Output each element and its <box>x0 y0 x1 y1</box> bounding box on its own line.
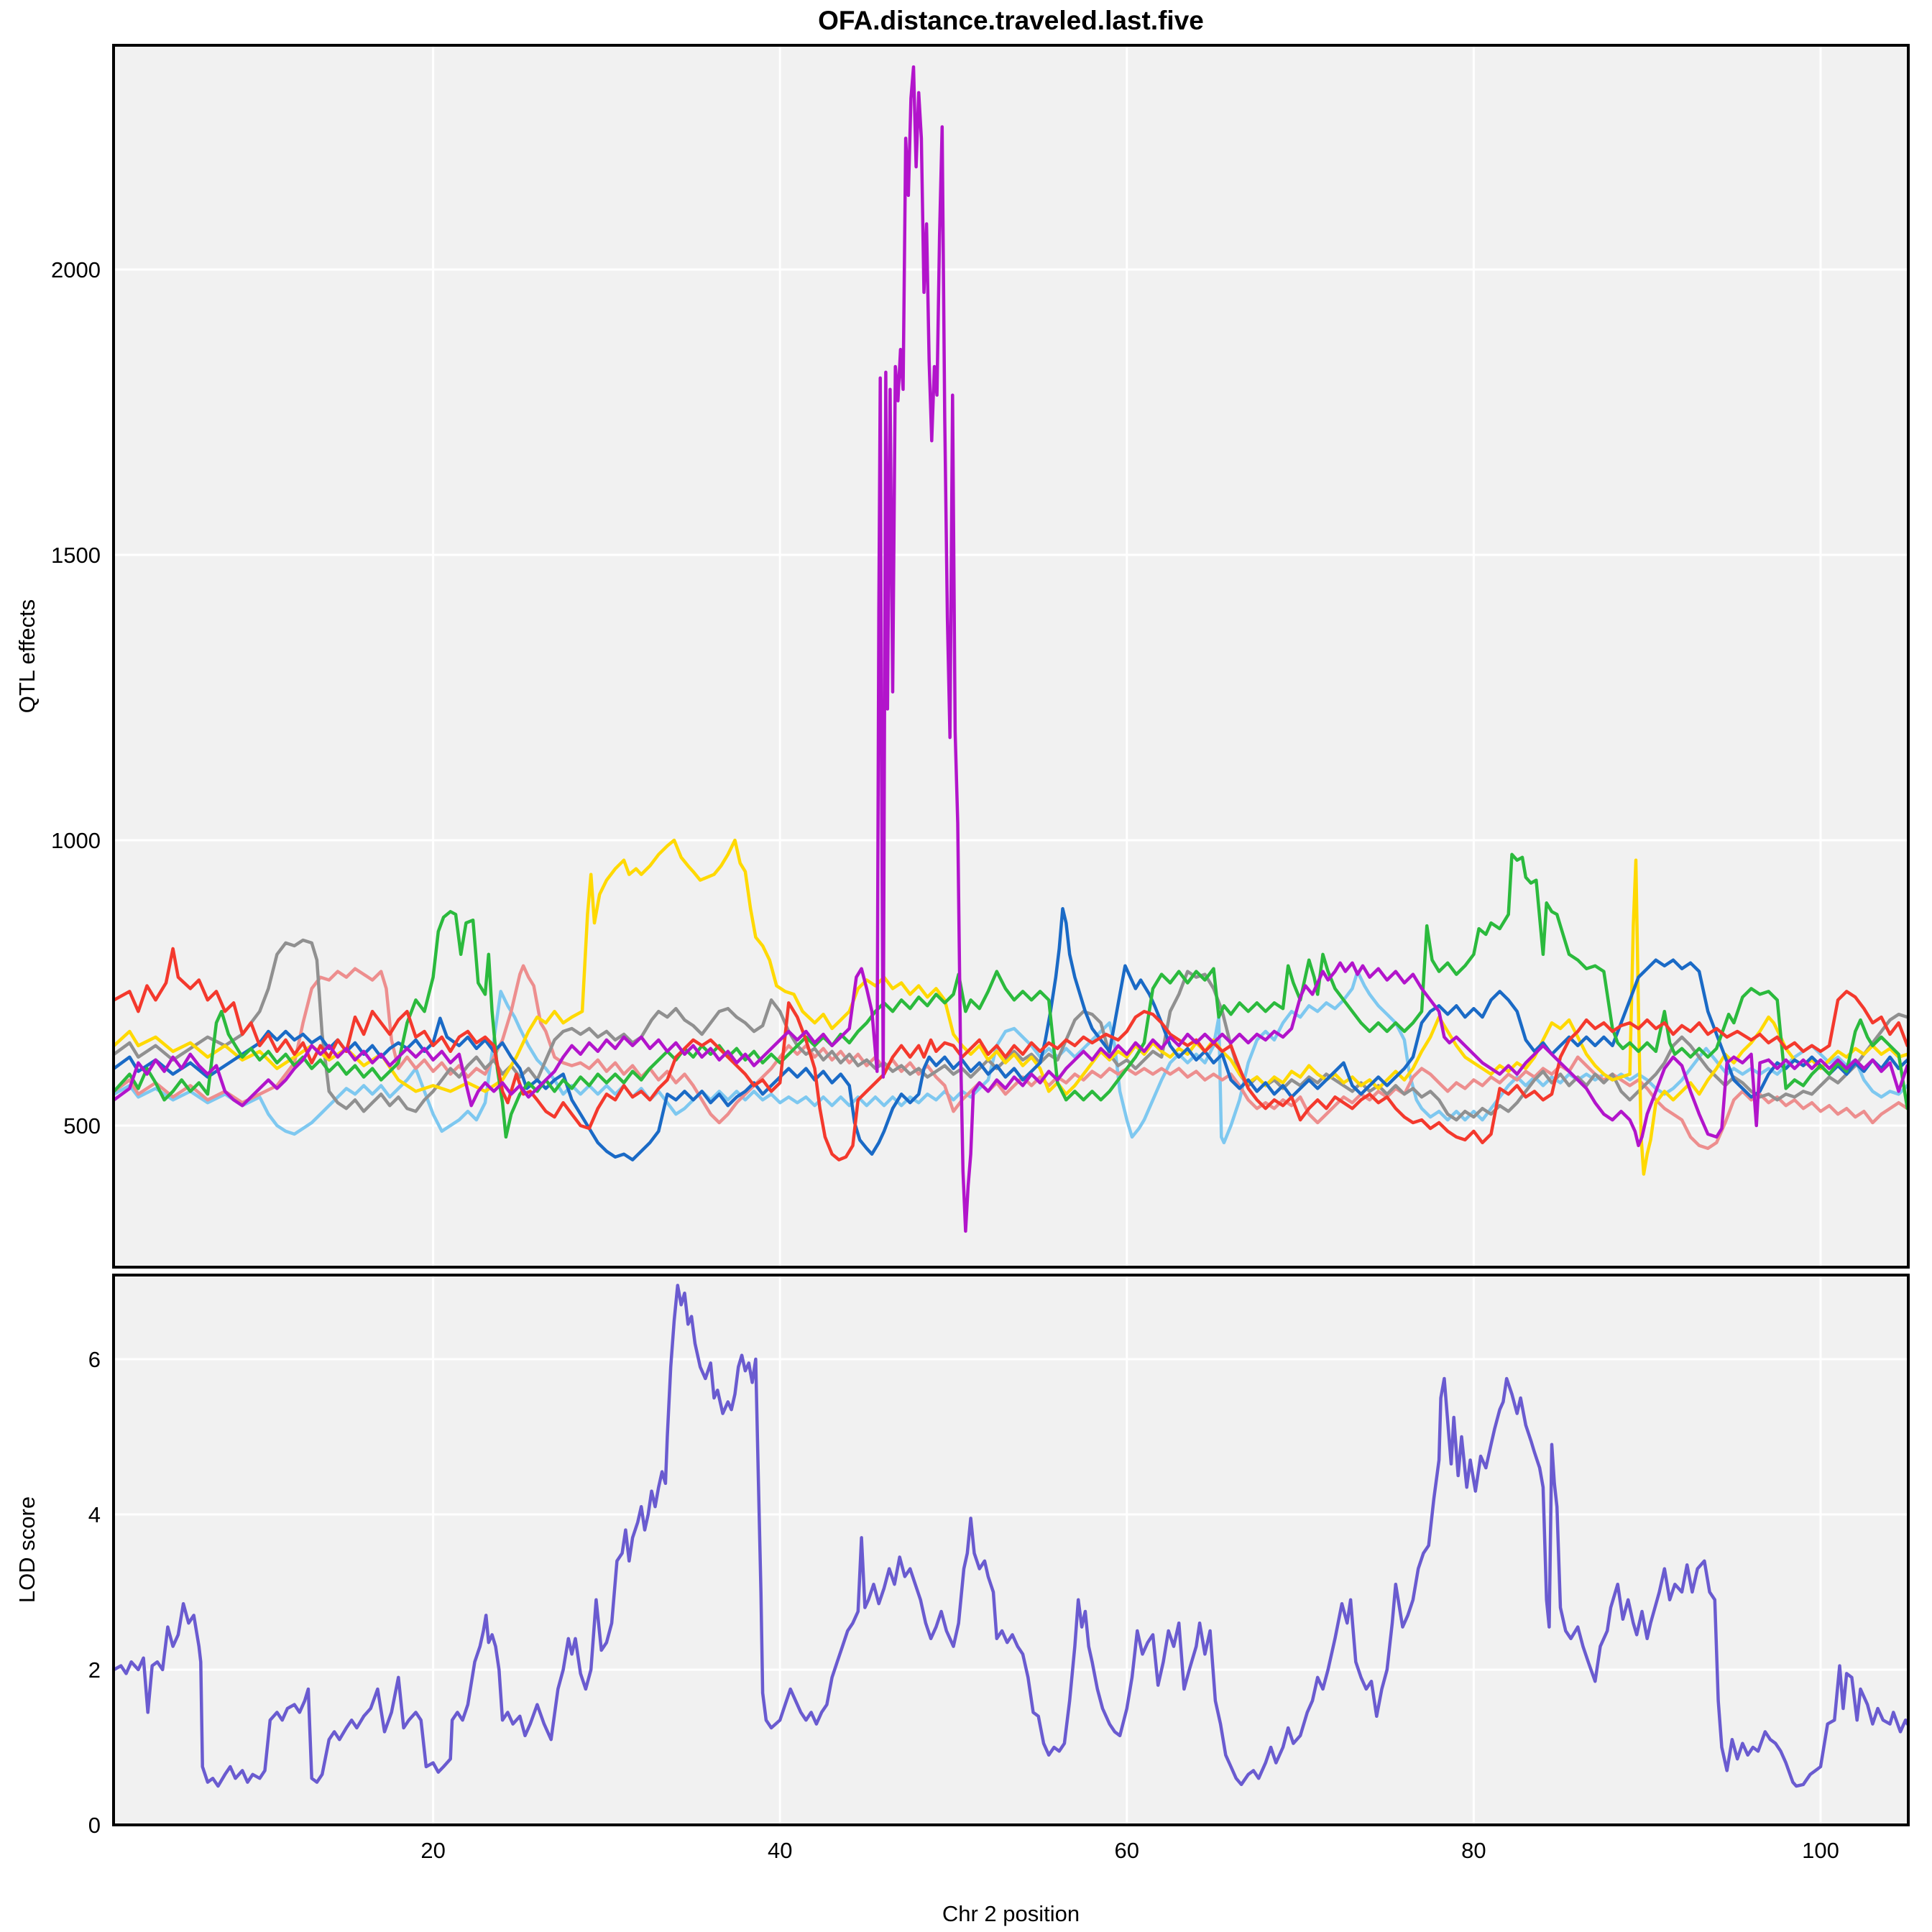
x-tick-20: 20 <box>420 1838 445 1863</box>
y-tick-bottom-2: 2 <box>88 1657 101 1683</box>
top-panel-border <box>112 44 1910 1269</box>
y-axis-label-bottom: LOD score <box>14 1496 40 1604</box>
bottom-panel-bg <box>114 1275 1908 1825</box>
coef-line-purple <box>112 65 1909 1233</box>
x-tick-100: 100 <box>1802 1838 1839 1863</box>
x-tick-60: 60 <box>1115 1838 1139 1863</box>
y-tick-top-1000: 1000 <box>51 828 101 853</box>
y-axis-label-top: QTL effects <box>14 599 40 714</box>
coef-line-yellow <box>112 838 1909 1176</box>
coef-line-green <box>112 852 1909 1139</box>
y-tick-bottom-4: 4 <box>88 1502 101 1527</box>
y-tick-top-1500: 1500 <box>51 543 101 568</box>
y-tick-bottom-6: 6 <box>88 1347 101 1372</box>
x-tick-80: 80 <box>1461 1838 1486 1863</box>
x-axis-label: Chr 2 position <box>942 1901 1080 1926</box>
lod-line-lod <box>112 1284 1909 1788</box>
bottom-panel-border <box>112 1274 1910 1826</box>
x-tick-40: 40 <box>768 1838 792 1863</box>
y-tick-bottom-0: 0 <box>88 1813 101 1838</box>
y-tick-top-500: 500 <box>63 1113 101 1138</box>
plot-title: OFA.distance.traveled.last.five <box>818 6 1204 35</box>
y-tick-top-2000: 2000 <box>51 257 101 282</box>
coef-line-blue <box>112 907 1909 1162</box>
coef-line-red <box>112 947 1909 1162</box>
